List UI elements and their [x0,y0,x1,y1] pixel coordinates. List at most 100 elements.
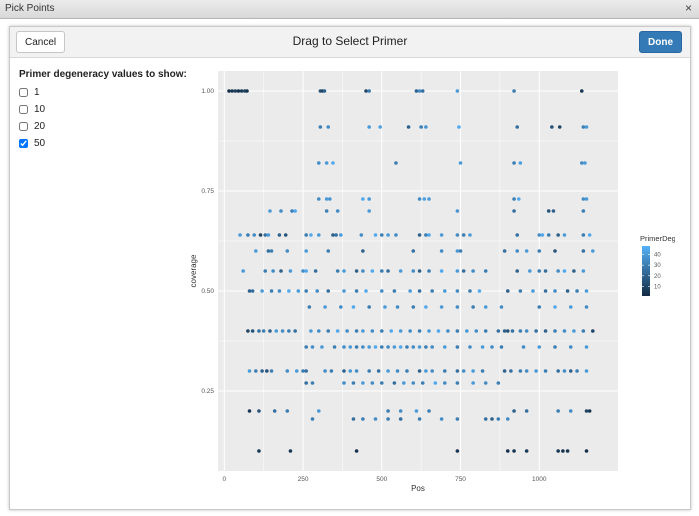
data-point[interactable] [339,233,343,237]
data-point[interactable] [266,249,271,253]
data-point[interactable] [310,381,315,385]
data-point[interactable] [394,233,398,237]
data-point[interactable] [252,233,257,237]
data-point[interactable] [455,269,460,273]
data-point[interactable] [439,233,444,237]
data-point[interactable] [304,345,308,349]
checkbox-10[interactable] [19,105,28,114]
data-point[interactable] [505,329,510,333]
data-point[interactable] [383,305,387,309]
data-point[interactable] [455,209,460,213]
data-point[interactable] [543,329,548,333]
data-point[interactable] [247,409,252,413]
data-point[interactable] [455,369,460,373]
data-point[interactable] [417,289,422,293]
data-point[interactable] [546,209,551,213]
data-point[interactable] [351,305,356,309]
data-point[interactable] [379,345,384,349]
data-point[interactable] [367,197,371,201]
data-point[interactable] [239,89,244,93]
data-point[interactable] [301,269,305,273]
data-point[interactable] [537,345,542,349]
data-point[interactable] [342,269,346,273]
data-point[interactable] [430,289,434,293]
data-point[interactable] [320,345,324,349]
data-point[interactable] [293,209,297,213]
data-point[interactable] [483,417,488,421]
data-point[interactable] [455,305,460,309]
data-point[interactable] [568,305,573,309]
data-point[interactable] [556,369,560,373]
data-point[interactable] [322,89,327,93]
data-point[interactable] [420,381,425,385]
data-point[interactable] [518,329,523,333]
data-point[interactable] [370,329,375,333]
data-point[interactable] [316,161,321,165]
data-point[interactable] [359,233,364,237]
data-point[interactable] [269,249,274,253]
data-point[interactable] [250,329,255,333]
data-point[interactable] [326,125,331,129]
data-point[interactable] [402,381,406,385]
data-point[interactable] [465,329,469,333]
data-point[interactable] [230,89,234,93]
data-point[interactable] [455,417,460,421]
data-point[interactable] [483,305,488,309]
data-point[interactable] [572,269,576,273]
data-point[interactable] [285,409,290,413]
data-point[interactable] [584,289,589,293]
data-point[interactable] [455,289,460,293]
data-point[interactable] [515,249,520,253]
data-point[interactable] [392,289,397,293]
data-point[interactable] [568,369,573,373]
data-point[interactable] [288,449,293,453]
data-point[interactable] [480,369,485,373]
scatter-plot[interactable]: 0 250 500 750 1000 0.25 0.50 0.75 1.00 Pos cover… [185,69,675,499]
data-point[interactable] [474,329,479,333]
data-point[interactable] [568,345,573,349]
data-point[interactable] [323,305,327,309]
data-point[interactable] [351,417,356,421]
data-point[interactable] [584,197,589,201]
data-point[interactable] [442,369,447,373]
data-point[interactable] [515,233,520,237]
data-point[interactable] [271,269,275,273]
data-point[interactable] [537,269,542,273]
data-point[interactable] [370,269,375,273]
data-point[interactable] [414,409,419,413]
data-point[interactable] [310,345,315,349]
data-point[interactable] [553,329,557,333]
plot-points[interactable] [227,89,595,453]
data-point[interactable] [543,269,548,273]
data-point[interactable] [379,289,384,293]
data-point[interactable] [499,345,504,349]
data-point[interactable] [354,449,359,453]
data-point[interactable] [446,329,450,333]
data-point[interactable] [427,409,431,413]
data-point[interactable] [581,233,586,237]
data-point[interactable] [398,417,403,421]
data-point[interactable] [406,125,411,129]
done-button[interactable]: Done [639,31,682,53]
data-point[interactable] [553,289,557,293]
data-point[interactable] [386,269,390,273]
data-point[interactable] [556,269,560,273]
data-point[interactable] [584,409,589,413]
data-point[interactable] [430,369,434,373]
data-point[interactable] [318,125,323,129]
data-point[interactable] [537,233,542,237]
data-point[interactable] [575,289,579,293]
data-point[interactable] [260,369,264,373]
data-point[interactable] [509,369,513,373]
data-point[interactable] [568,409,573,413]
data-point[interactable] [521,345,526,349]
data-point[interactable] [373,345,378,349]
data-point[interactable] [386,409,390,413]
data-point[interactable] [579,89,584,93]
data-point[interactable] [457,125,461,129]
data-point[interactable] [531,289,535,293]
data-point[interactable] [241,269,245,273]
data-point[interactable] [575,369,579,373]
data-point[interactable] [307,305,312,309]
data-point[interactable] [283,233,288,237]
